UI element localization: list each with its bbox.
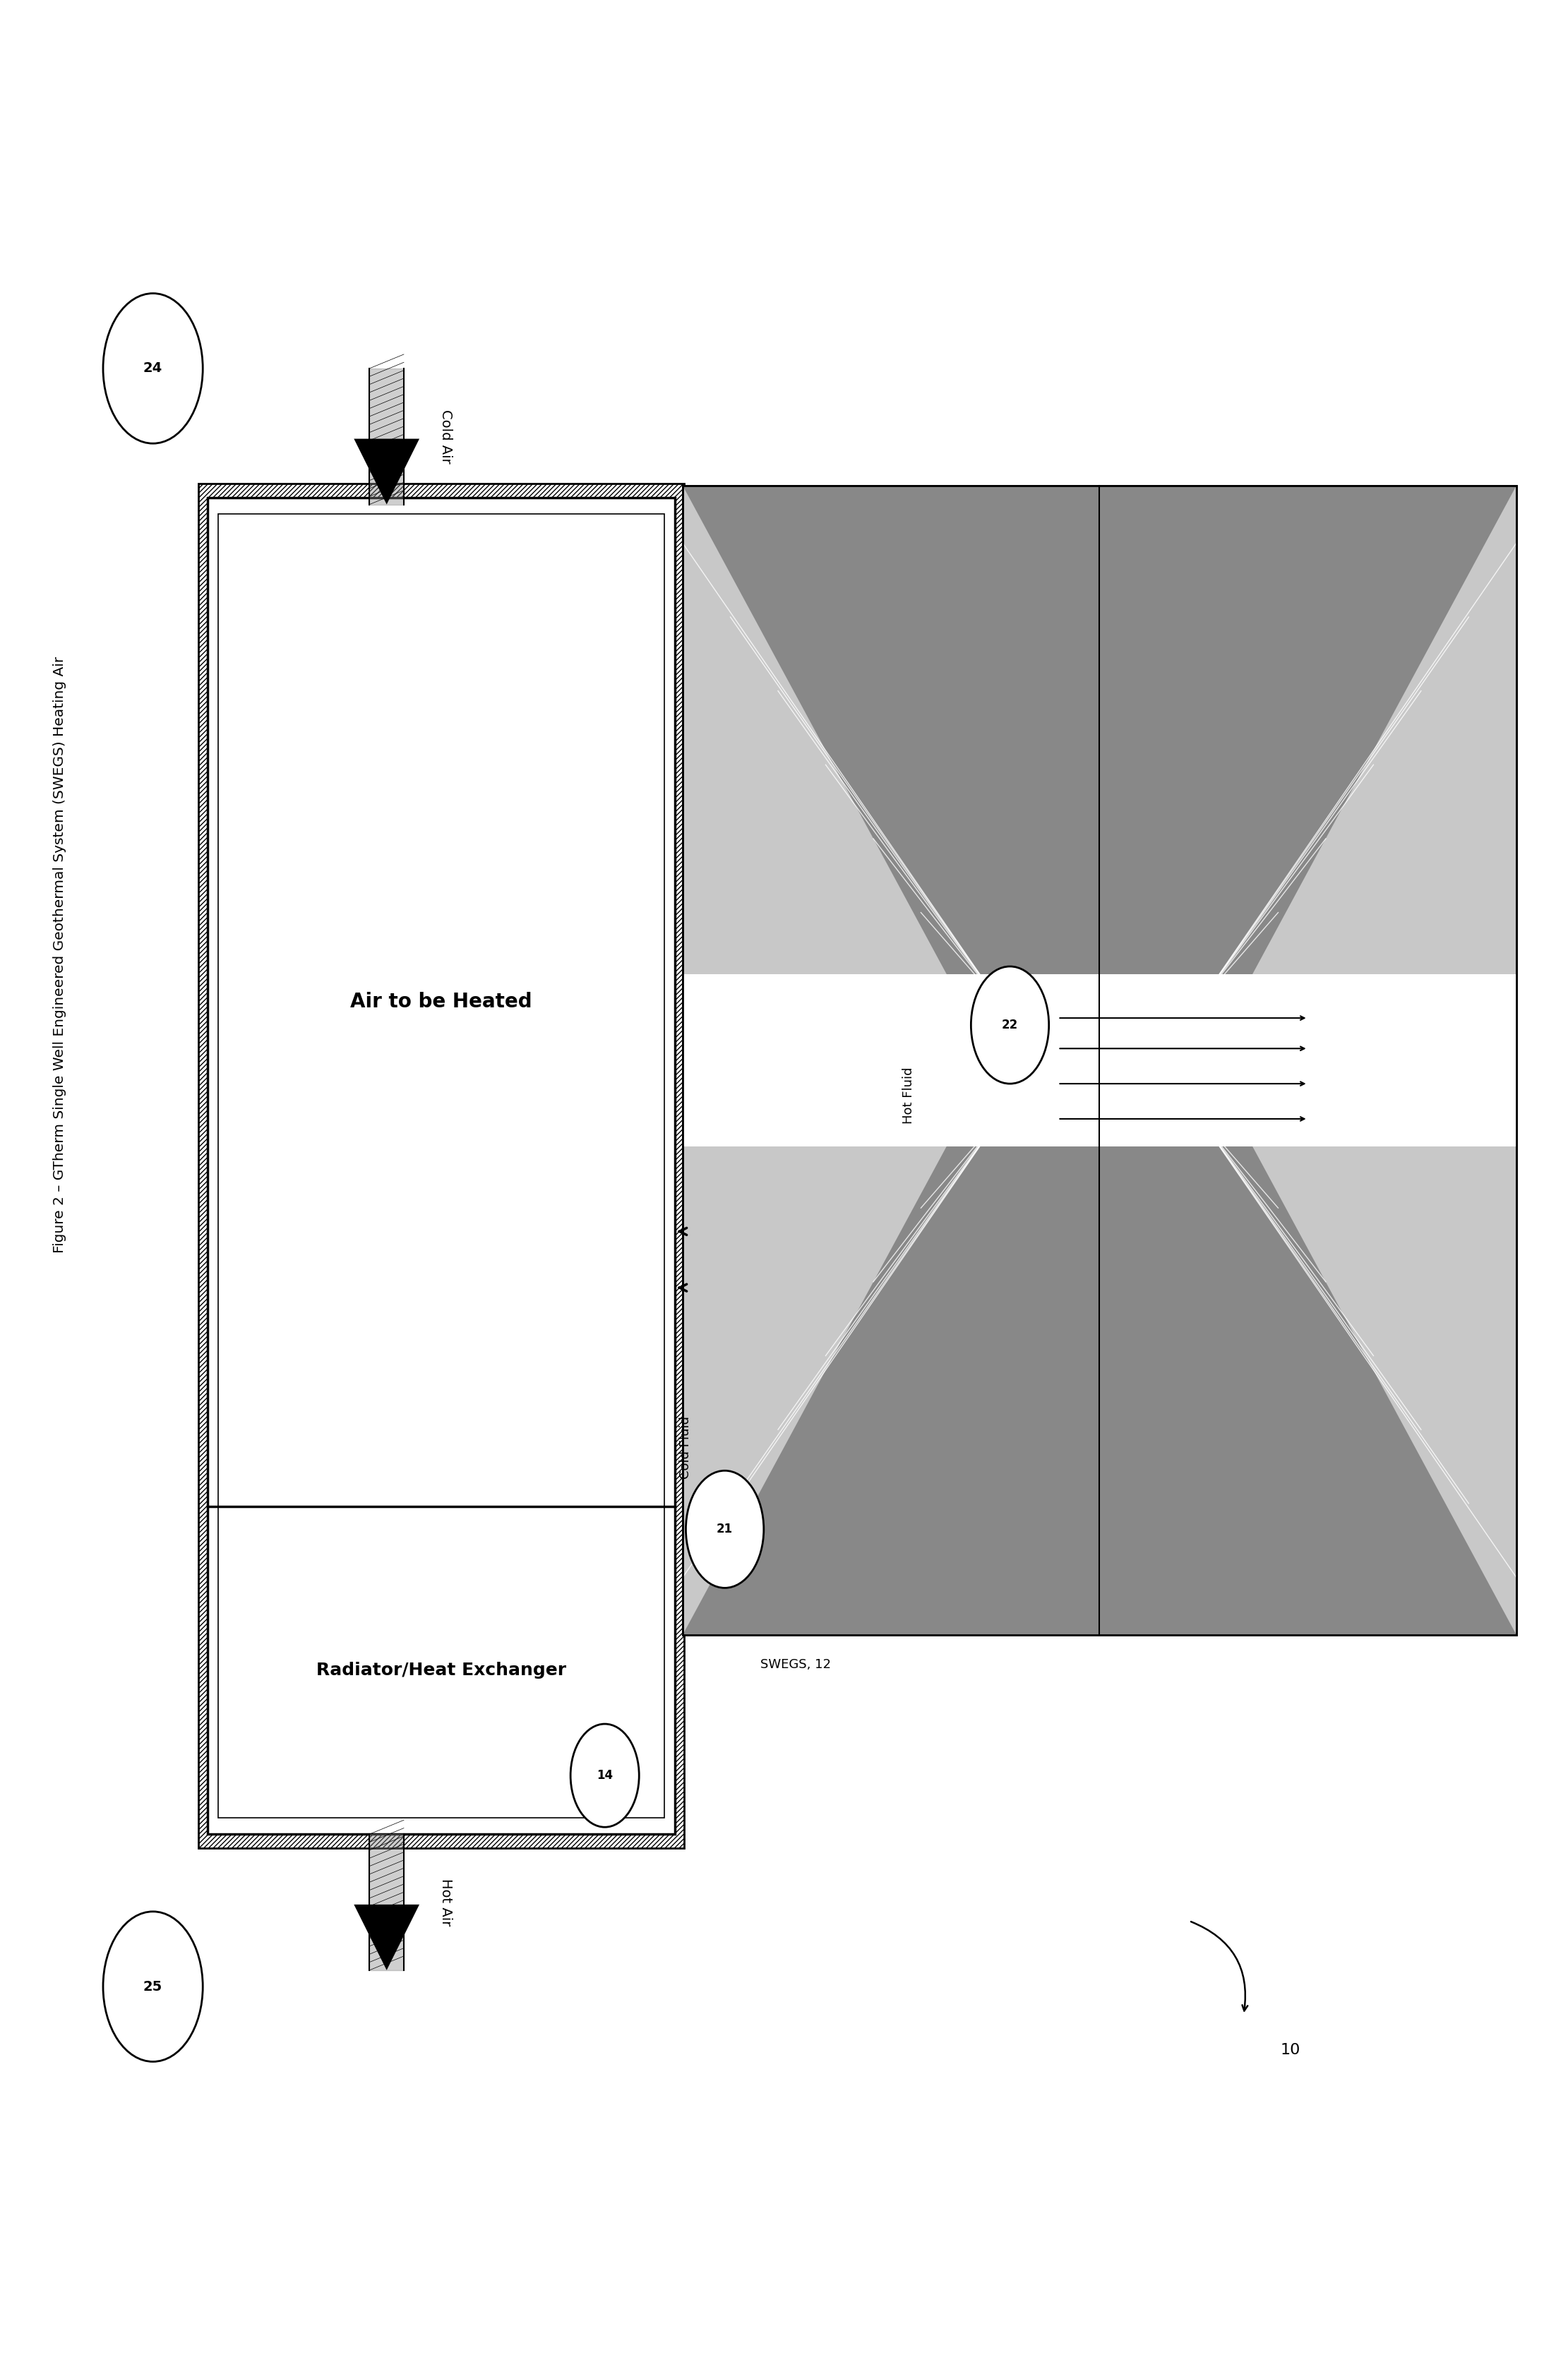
Circle shape: [685, 1470, 764, 1587]
Bar: [682, 485, 1516, 1634]
Text: 22: 22: [1002, 1020, 1018, 1031]
Bar: [682, 975, 1516, 1147]
Text: 10: 10: [1281, 2042, 1300, 2056]
Text: 21: 21: [717, 1524, 732, 1535]
Circle shape: [971, 966, 1049, 1083]
Circle shape: [103, 294, 202, 443]
Text: 24: 24: [143, 363, 163, 374]
Text: 14: 14: [597, 1769, 613, 1783]
Bar: [218, 513, 663, 1818]
Polygon shape: [354, 438, 419, 504]
Circle shape: [103, 1912, 202, 2061]
Text: Radiator/Heat Exchanger: Radiator/Heat Exchanger: [317, 1663, 566, 1679]
Bar: [682, 485, 1516, 1634]
Polygon shape: [682, 485, 1516, 1027]
Text: Figure 2 – GTherm Single Well Engineered Geothermal System (SWEGS) Heating Air: Figure 2 – GTherm Single Well Engineered…: [53, 657, 66, 1253]
Text: 25: 25: [143, 1981, 163, 1992]
Circle shape: [571, 1724, 640, 1827]
Text: Air to be Heated: Air to be Heated: [350, 991, 532, 1013]
Text: Hot Air: Hot Air: [439, 1879, 453, 1926]
Polygon shape: [682, 1095, 1516, 1634]
Polygon shape: [354, 1905, 419, 1971]
Text: Cold Air: Cold Air: [439, 410, 453, 464]
Bar: [198, 483, 684, 1849]
Text: Cold Fluid: Cold Fluid: [679, 1415, 691, 1479]
Bar: [198, 483, 684, 1849]
Bar: [207, 497, 674, 1835]
Text: SWEGS, 12: SWEGS, 12: [760, 1658, 831, 1672]
Text: Hot Fluid: Hot Fluid: [902, 1067, 916, 1123]
